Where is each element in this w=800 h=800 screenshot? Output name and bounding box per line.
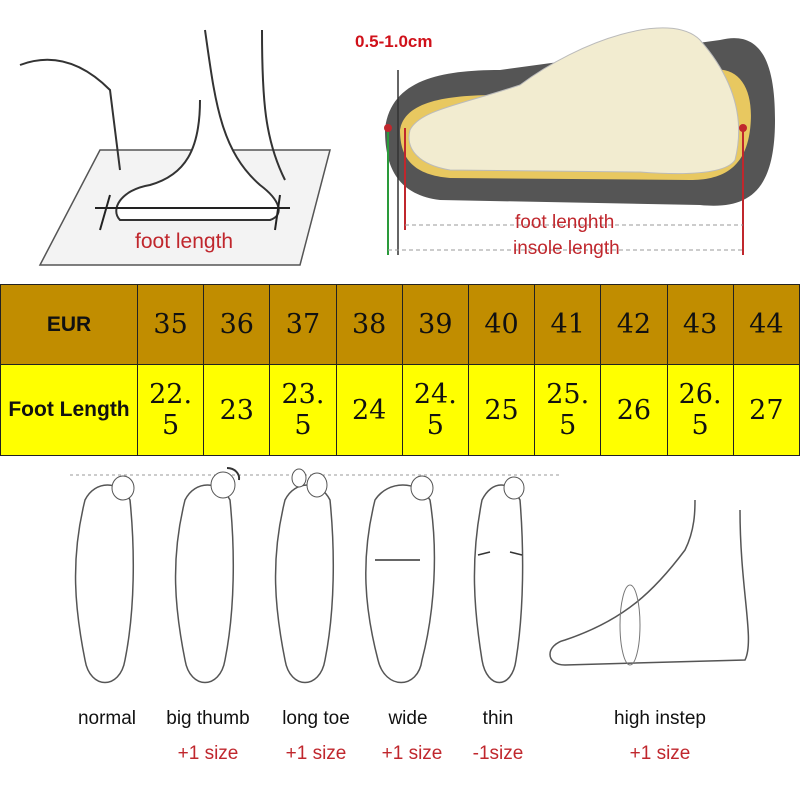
eur-header: EUR <box>0 283 138 366</box>
foot-length-cell: 23. 5 <box>269 364 337 456</box>
foot-normal-drawing <box>74 475 135 684</box>
insole-length-label: insole length <box>513 238 620 259</box>
foot-length-label-insole: foot lenghth <box>515 212 615 233</box>
foot-length-cell: 24. 5 <box>401 364 469 456</box>
foot-length-row: Foot Length 22. 5 23 23. 5 24 24. 5 25 2… <box>0 364 800 456</box>
foot-type-wide-label: wide <box>388 708 428 729</box>
eur-cell: 40 <box>467 283 536 366</box>
size-adjust-high-instep: +1 size <box>629 743 691 764</box>
eur-cell: 35 <box>136 283 205 366</box>
foot-high-instep-drawing <box>549 499 750 666</box>
foot-length-cell: 24 <box>335 364 403 456</box>
size-adjust-wide: +1 size <box>381 743 443 764</box>
size-adjust-long-toe: +1 size <box>285 743 347 764</box>
foot-length-cell: 27 <box>732 364 800 456</box>
eur-cell: 43 <box>666 283 734 366</box>
size-adjust-big-thumb: +1 size <box>177 743 239 764</box>
eur-cell: 41 <box>534 283 602 366</box>
foot-type-big-thumb-label: big thumb <box>166 708 250 729</box>
tolerance-label: 0.5-1.0cm <box>355 32 433 51</box>
foot-type-long-toe-label: long toe <box>282 708 350 729</box>
eur-cell: 37 <box>269 283 337 366</box>
foot-type-high-instep-label: high instep <box>614 708 706 729</box>
foot-thin-drawing <box>473 476 525 684</box>
foot-length-cell: 25. 5 <box>534 364 602 456</box>
eur-cell: 39 <box>401 283 469 366</box>
measuring-foot-illustration: foot length <box>0 0 375 280</box>
foot-length-cell: 26 <box>600 364 668 456</box>
foot-length-cell: 22. 5 <box>136 364 205 456</box>
size-adjust-thin: -1size <box>472 743 524 764</box>
eur-row: EUR 35 36 37 38 39 40 41 42 43 44 <box>0 283 800 366</box>
dotted-reference-line <box>70 474 560 476</box>
foot-type-thin-label: thin <box>482 708 514 729</box>
foot-length-label: foot length <box>135 230 234 253</box>
eur-cell: 42 <box>600 283 668 366</box>
foot-length-cell: 23 <box>203 364 271 456</box>
foot-length-cell: 26. 5 <box>666 364 734 456</box>
foot-length-header: Foot Length <box>0 364 138 456</box>
eur-cell: 36 <box>203 283 271 366</box>
foot-tracing-drawing <box>19 29 331 266</box>
shoe-insole-drawing <box>384 27 775 255</box>
eur-cell: 44 <box>732 283 800 366</box>
size-chart-table: EUR 35 36 37 38 39 40 41 42 43 44 Foot L… <box>0 283 800 456</box>
foot-wide-drawing <box>365 475 436 684</box>
foot-big-thumb-drawing <box>174 467 241 684</box>
foot-length-cell: 25 <box>467 364 536 456</box>
foot-type-normal-label: normal <box>77 708 137 729</box>
insole-measure-illustration: 0.5-1.0cm foot lenghth insole length <box>355 0 800 280</box>
eur-cell: 38 <box>335 283 403 366</box>
foot-long-toe-drawing <box>274 468 335 684</box>
